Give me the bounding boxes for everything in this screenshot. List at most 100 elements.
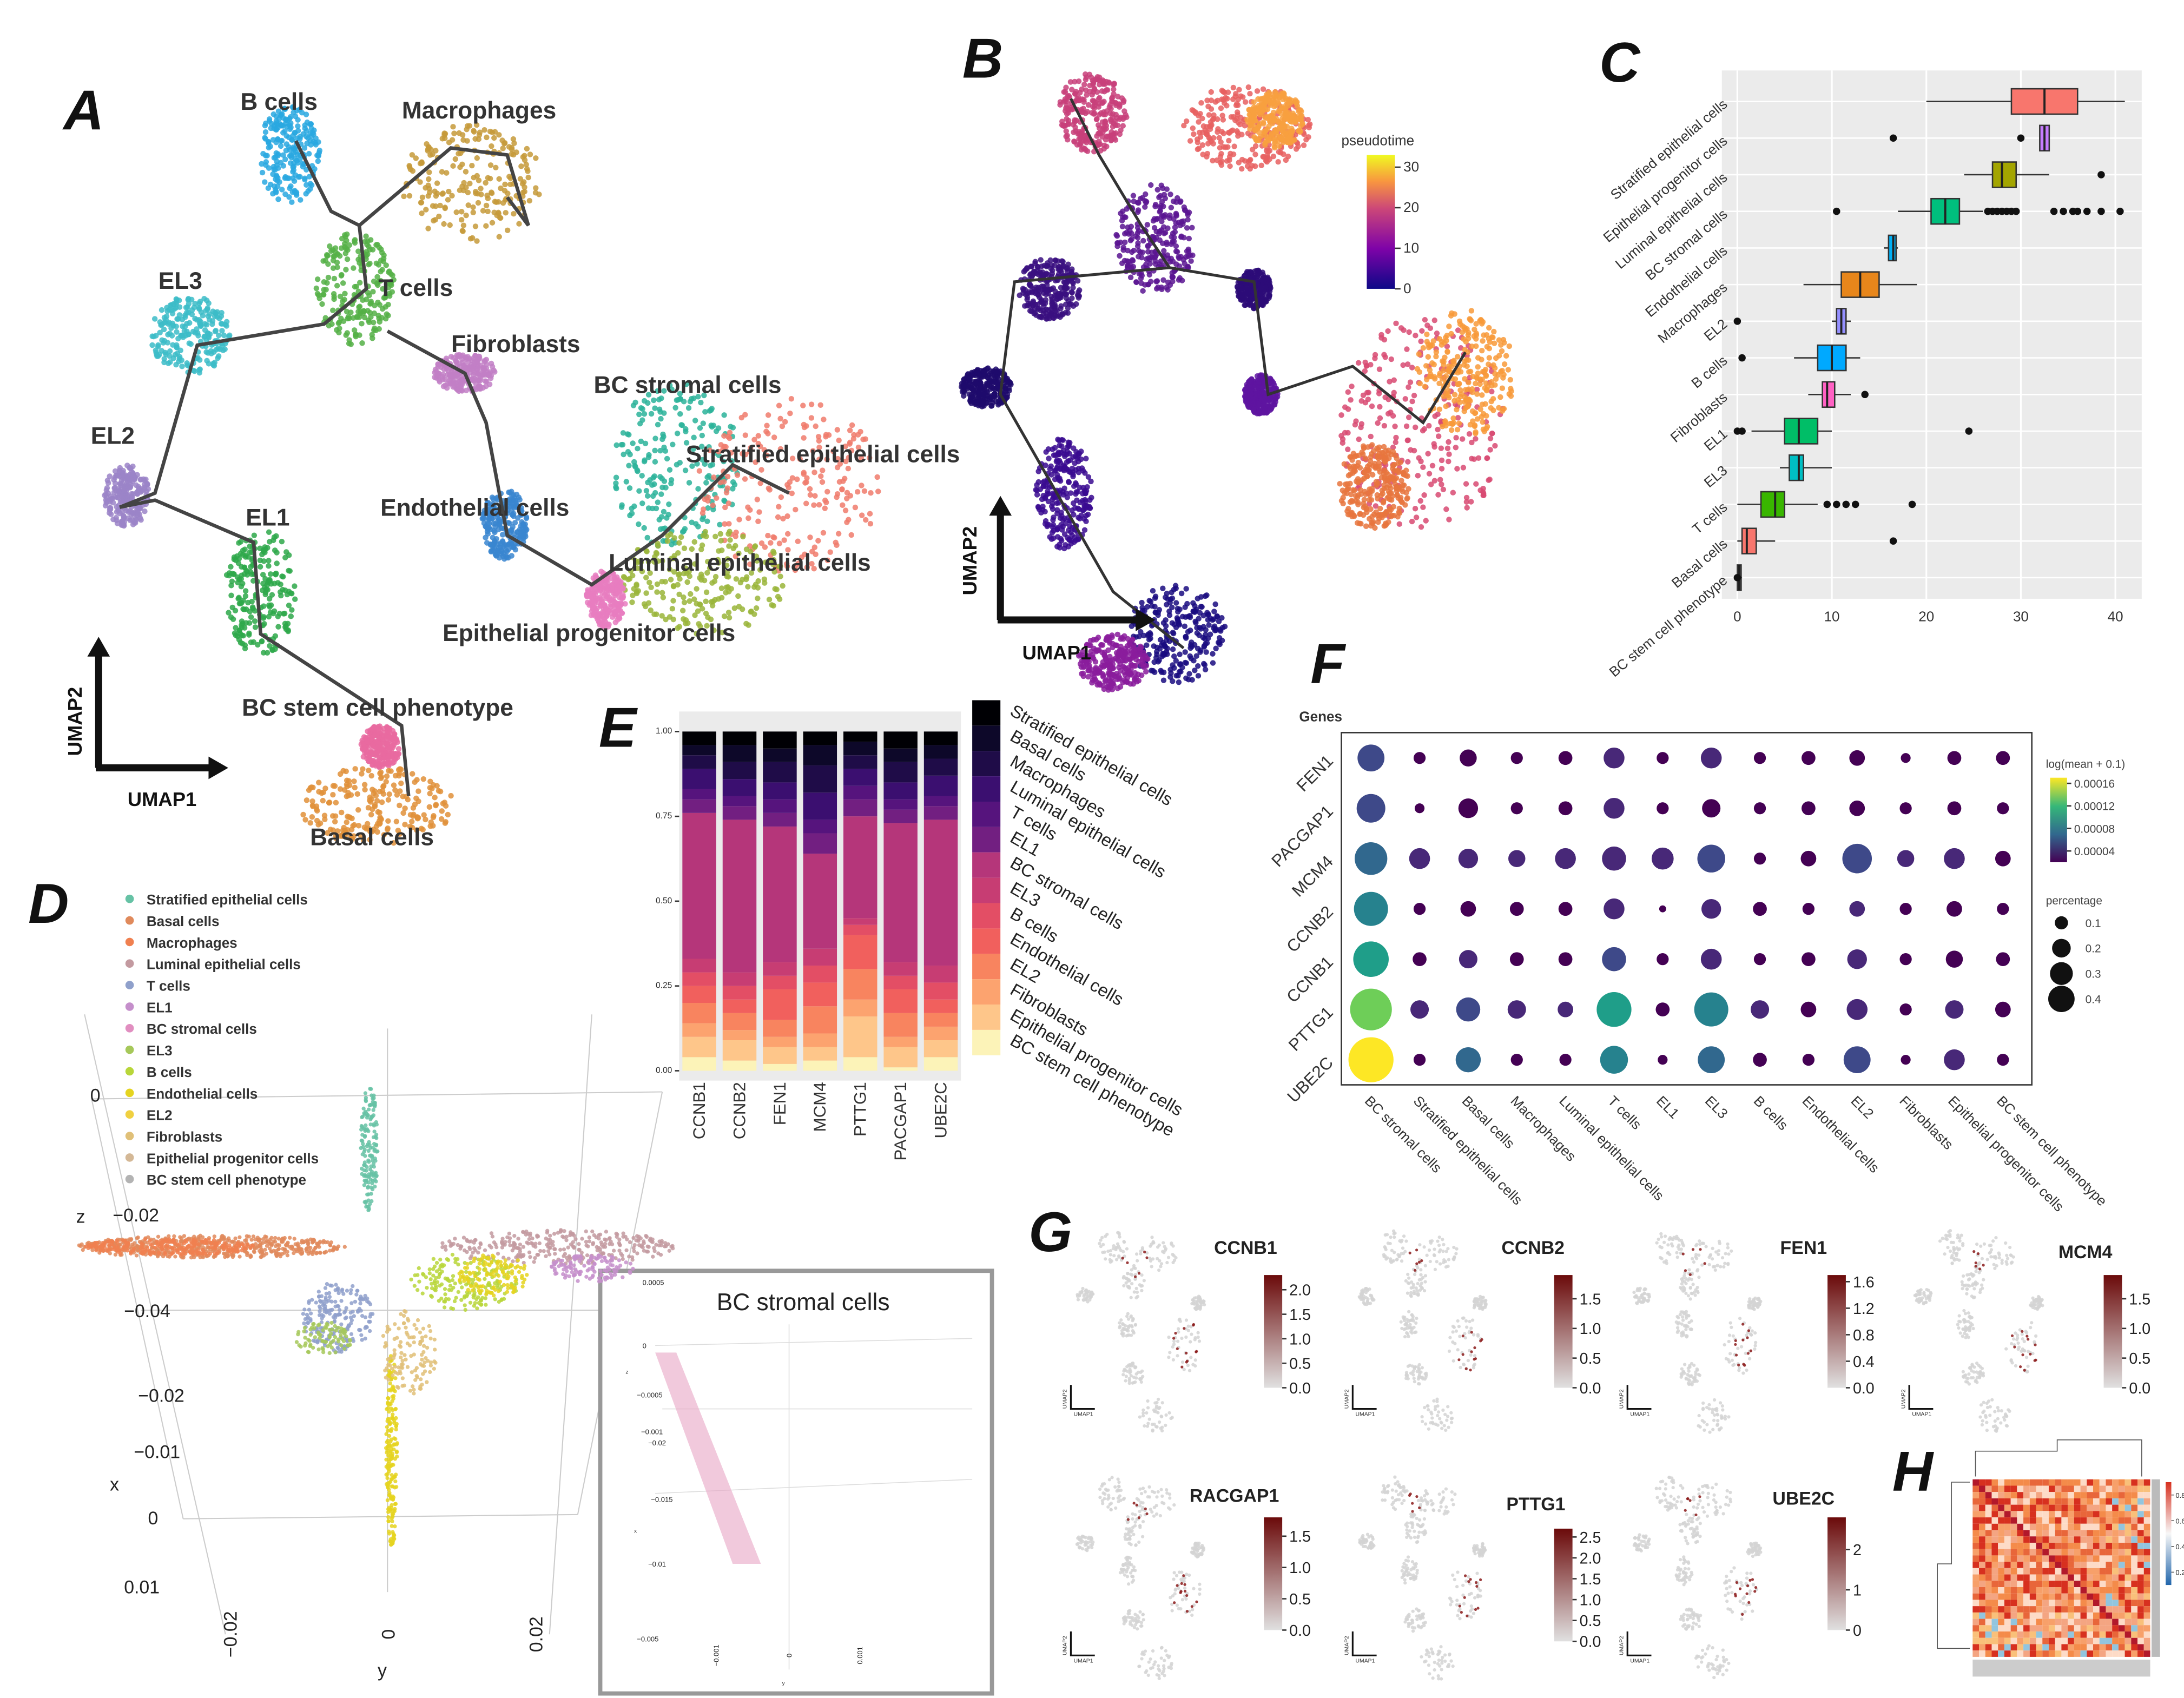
cell-point: [1254, 126, 1260, 132]
cell-point: [661, 410, 667, 416]
cell-point: [1125, 248, 1131, 254]
cell-point: [453, 209, 459, 215]
cell-point: [1234, 109, 1241, 115]
cell-point: [1069, 465, 1075, 472]
cell-point: [1278, 105, 1284, 111]
cell-point: [1248, 157, 1253, 163]
cell-point: [1462, 394, 1468, 400]
cell-point: [500, 146, 506, 151]
cell-point: [1042, 521, 1048, 527]
cell-point: [636, 488, 642, 494]
cell-point: [1266, 276, 1272, 283]
cell-point: [1061, 123, 1067, 129]
cell-point: [1375, 519, 1381, 525]
cell-point: [1483, 372, 1489, 378]
cell-point: [1231, 143, 1237, 149]
cell-point: [1144, 222, 1151, 228]
cell-point: [1345, 389, 1351, 395]
cell-point: [442, 205, 448, 212]
cell-point: [1056, 438, 1062, 444]
cell-point: [425, 193, 431, 199]
cell-point: [1499, 408, 1506, 414]
cell-point: [331, 275, 338, 282]
cell-point: [1426, 471, 1433, 477]
cell-point: [1173, 199, 1179, 205]
cell-point: [485, 208, 491, 215]
cell-point: [670, 441, 676, 447]
cell-point: [262, 135, 268, 141]
cell-point: [182, 314, 188, 320]
cell-point: [401, 193, 407, 200]
cell-point: [1420, 427, 1426, 434]
cell-point: [1468, 308, 1475, 314]
cell-point: [155, 342, 161, 348]
cell-point: [340, 280, 346, 286]
cell-point: [1506, 343, 1513, 349]
cell-point: [643, 488, 650, 494]
cell-point: [1475, 355, 1481, 361]
cell-point: [1432, 376, 1438, 382]
cell-point: [1190, 600, 1196, 606]
cell-point: [1210, 651, 1216, 657]
cell-point: [1340, 500, 1346, 507]
cell-point: [189, 296, 195, 303]
cell-point: [519, 181, 526, 187]
cell-point: [1301, 142, 1307, 148]
cell-point: [1406, 329, 1412, 335]
cell-point: [1297, 129, 1303, 135]
cell-point: [1097, 95, 1103, 101]
cell-point: [1174, 249, 1180, 255]
cell-point: [295, 123, 301, 129]
cell-point: [1168, 670, 1174, 676]
cell-point: [1380, 500, 1387, 506]
cell-point: [1491, 328, 1497, 335]
cell-point: [1472, 410, 1478, 417]
cell-point: [1199, 604, 1205, 610]
cell-point: [1426, 422, 1432, 429]
cell-point: [406, 164, 413, 170]
cell-point: [1186, 671, 1192, 677]
cell-point: [961, 376, 967, 382]
cell-point: [1503, 353, 1509, 359]
cell-point: [1190, 108, 1197, 114]
cell-point: [313, 285, 319, 292]
cell-point: [1043, 310, 1049, 316]
cell-point: [331, 296, 337, 302]
cell-point: [686, 480, 692, 486]
cell-point: [1088, 494, 1094, 501]
cell-point: [1303, 136, 1309, 143]
cell-point: [1480, 419, 1486, 425]
cell-point: [1063, 128, 1069, 134]
cell-point: [1196, 632, 1202, 638]
cell-point: [1233, 102, 1239, 108]
cell-point: [279, 137, 285, 144]
cell-point: [1249, 121, 1255, 127]
cell-point: [1083, 455, 1089, 461]
cell-point: [659, 436, 665, 442]
cell-point: [1354, 520, 1361, 526]
cell-point: [460, 187, 466, 194]
cell-point: [1157, 637, 1164, 643]
cell-point: [493, 199, 499, 205]
cell-point: [151, 316, 158, 322]
cell-point: [343, 267, 349, 273]
cell-point: [291, 167, 297, 173]
cell-point: [451, 130, 457, 136]
cell-point: [275, 175, 281, 181]
cell-point: [1242, 123, 1248, 129]
cell-point: [485, 175, 491, 181]
cell-point: [1073, 301, 1079, 307]
cell-point: [227, 332, 233, 339]
cell-point: [1063, 285, 1070, 292]
cell-point: [1341, 461, 1348, 467]
cell-point: [1376, 451, 1382, 457]
cell-point: [325, 274, 332, 281]
cell-point: [1247, 269, 1253, 275]
cell-point: [1099, 100, 1105, 106]
cell-point: [1096, 104, 1101, 110]
cell-point: [1115, 94, 1121, 100]
cell-point: [1357, 465, 1363, 471]
cell-point: [491, 135, 497, 141]
cell-point: [1349, 499, 1356, 505]
cell-point: [1127, 274, 1134, 280]
